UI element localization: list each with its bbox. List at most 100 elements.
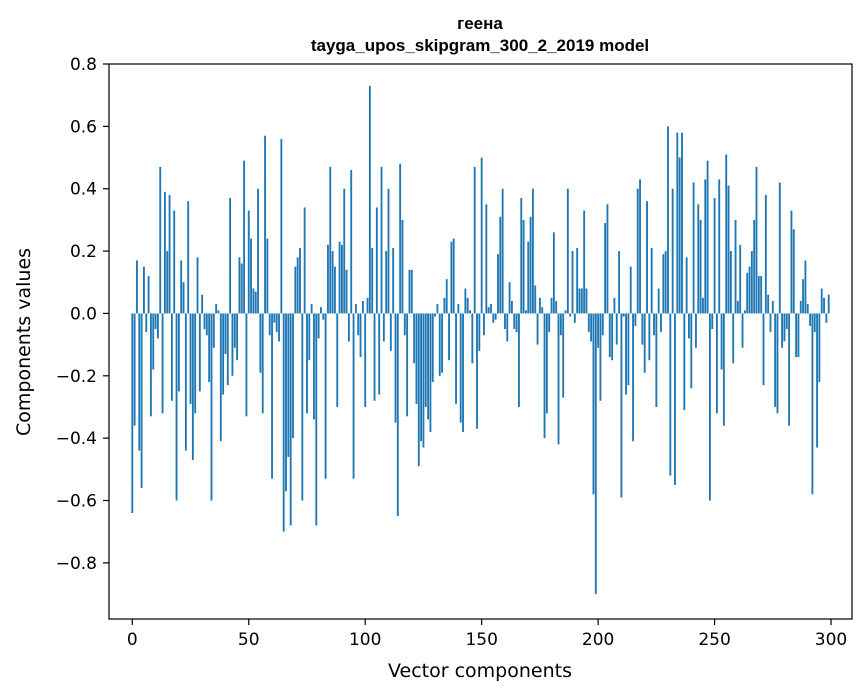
- bar-41: [226, 313, 229, 386]
- bar-133: [441, 313, 443, 373]
- bar-58: [266, 238, 269, 314]
- bar-97: [357, 313, 360, 336]
- x-tick-label: 50: [238, 630, 260, 650]
- bar-129: [431, 313, 434, 383]
- bar-94: [350, 170, 353, 314]
- bar-56: [261, 313, 264, 414]
- y-axis-ticks: −0.8 −0.6 −0.4 −0.2 0.0 0.2 0.4 0.6 0.8: [56, 55, 109, 574]
- bar-201: [599, 313, 602, 401]
- bar-32: [205, 313, 208, 336]
- bar-205: [608, 313, 611, 358]
- bar-222: [648, 313, 651, 361]
- bar-192: [578, 288, 581, 314]
- bar-188: [569, 313, 572, 317]
- bar-105: [375, 207, 378, 314]
- bar-8: [149, 313, 152, 417]
- bar-28: [196, 257, 199, 314]
- bar-104: [373, 313, 376, 401]
- y-tick-label: 0.0: [70, 304, 97, 324]
- bar-226: [657, 288, 660, 314]
- bar-130: [434, 313, 437, 317]
- bar-159: [501, 188, 504, 314]
- bar-207: [613, 297, 616, 314]
- bar-147: [473, 166, 476, 314]
- bar-162: [508, 282, 511, 314]
- bar-88: [336, 313, 339, 407]
- bar-121: [413, 313, 416, 364]
- bar-100: [364, 313, 367, 407]
- bar-197: [590, 313, 593, 342]
- bar-220: [643, 313, 646, 373]
- bar-234: [676, 132, 679, 314]
- bar-89: [338, 241, 341, 314]
- bar-136: [448, 313, 450, 361]
- bar-199: [594, 313, 597, 595]
- bar-257: [729, 251, 732, 314]
- bar-193: [580, 288, 583, 314]
- bar-157: [497, 254, 499, 314]
- bar-165: [515, 313, 518, 333]
- bar-191: [576, 247, 579, 314]
- bar-237: [683, 313, 686, 411]
- bar-138: [452, 238, 455, 314]
- bar-21: [180, 260, 183, 314]
- bar-128: [429, 313, 432, 432]
- y-tick-label: 0.6: [70, 117, 97, 137]
- bar-135: [445, 279, 448, 314]
- bars-group: [131, 85, 830, 595]
- bar-168: [522, 219, 525, 314]
- bar-152: [485, 204, 488, 314]
- bar-67: [287, 313, 290, 457]
- bar-258: [732, 313, 735, 364]
- bar-203: [604, 223, 607, 314]
- bar-233: [674, 313, 676, 485]
- bar-50: [247, 210, 250, 314]
- bar-98: [359, 313, 362, 358]
- bar-16: [168, 194, 171, 314]
- bar-42: [229, 198, 232, 314]
- bar-23: [184, 313, 187, 451]
- bar-238: [685, 257, 688, 314]
- bar-83: [324, 313, 327, 479]
- bar-172: [531, 188, 534, 314]
- bar-229: [664, 251, 667, 314]
- bar-76: [308, 313, 311, 361]
- bar-267: [753, 219, 756, 314]
- bar-292: [811, 313, 814, 495]
- bar-263: [743, 310, 746, 314]
- bar-256: [727, 185, 730, 314]
- bar-87: [334, 266, 336, 314]
- bar-198: [592, 313, 595, 495]
- bar-72: [299, 247, 301, 314]
- bar-34: [210, 313, 213, 501]
- chart-title: геена: [457, 14, 503, 33]
- bar-250: [713, 198, 716, 314]
- bar-230: [667, 126, 669, 314]
- bar-166: [518, 313, 520, 407]
- bar-279: [781, 313, 784, 348]
- bar-113: [394, 313, 397, 423]
- x-axis-ticks: 0 50 100 150 200 250 300: [127, 619, 847, 650]
- bar-24: [187, 201, 190, 314]
- bar-47: [240, 263, 243, 314]
- bar-155: [492, 313, 495, 323]
- bar-80: [317, 313, 320, 339]
- bar-262: [741, 313, 744, 348]
- bar-273: [767, 294, 770, 314]
- bar-158: [499, 216, 502, 314]
- bar-174: [536, 313, 539, 345]
- bar-245: [702, 297, 704, 314]
- bar-45: [236, 313, 239, 361]
- bar-69: [292, 313, 294, 439]
- bar-223: [650, 247, 653, 314]
- bar-93: [347, 313, 350, 342]
- bar-187: [566, 188, 569, 314]
- bar-244: [699, 219, 702, 314]
- bar-65: [282, 313, 285, 532]
- bar-46: [238, 257, 241, 314]
- bar-132: [438, 313, 441, 376]
- bar-101: [366, 297, 369, 314]
- bar-115: [399, 163, 402, 314]
- bar-291: [809, 313, 811, 326]
